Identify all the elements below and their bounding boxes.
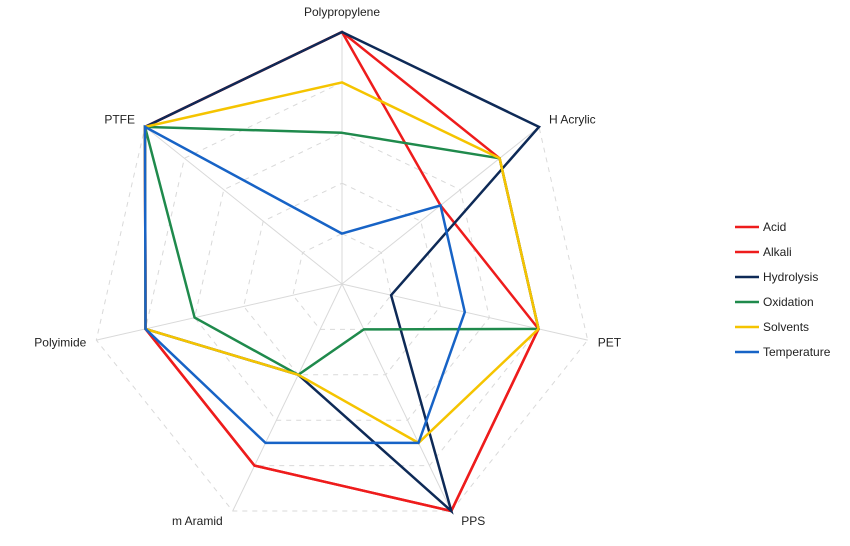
spoke-3 [341, 283, 452, 512]
legend-label-temperature: Temperature [763, 345, 831, 359]
spoke-5 [96, 283, 343, 341]
legend-label-oxidation: Oxidation [763, 295, 814, 309]
legend-label-alkali: Alkali [763, 245, 792, 259]
axis-label-ptfe: PTFE [104, 112, 135, 126]
axis-label-m-aramid: m Aramid [172, 514, 223, 528]
legend: Acid Alkali Hydrolysis Oxidation Solvents Tem… [735, 220, 831, 359]
spoke-4 [232, 283, 343, 512]
axis-label-polypropylene: Polypropylene [304, 5, 380, 19]
spoke-6 [144, 126, 343, 285]
legend-label-hydrolysis: Hydrolysis [763, 270, 818, 284]
legend-label-solvents: Solvents [763, 320, 809, 334]
axis-label-pps: PPS [461, 514, 485, 528]
legend-label-acid: Acid [763, 220, 786, 234]
series-lines [143, 30, 542, 515]
axis-labels: Polypropylene H Acrylic PET PPS m Aramid Poly… [34, 5, 621, 528]
axis-label-h-acrylic: H Acrylic [549, 112, 596, 126]
grid-ring-1 [292, 233, 392, 330]
axis-label-polyimide: Polyimide [34, 336, 86, 350]
series-temperature-line [143, 124, 467, 445]
grid-ring-2 [243, 182, 441, 376]
axis-label-pet: PET [598, 336, 622, 350]
grid [95, 31, 589, 512]
